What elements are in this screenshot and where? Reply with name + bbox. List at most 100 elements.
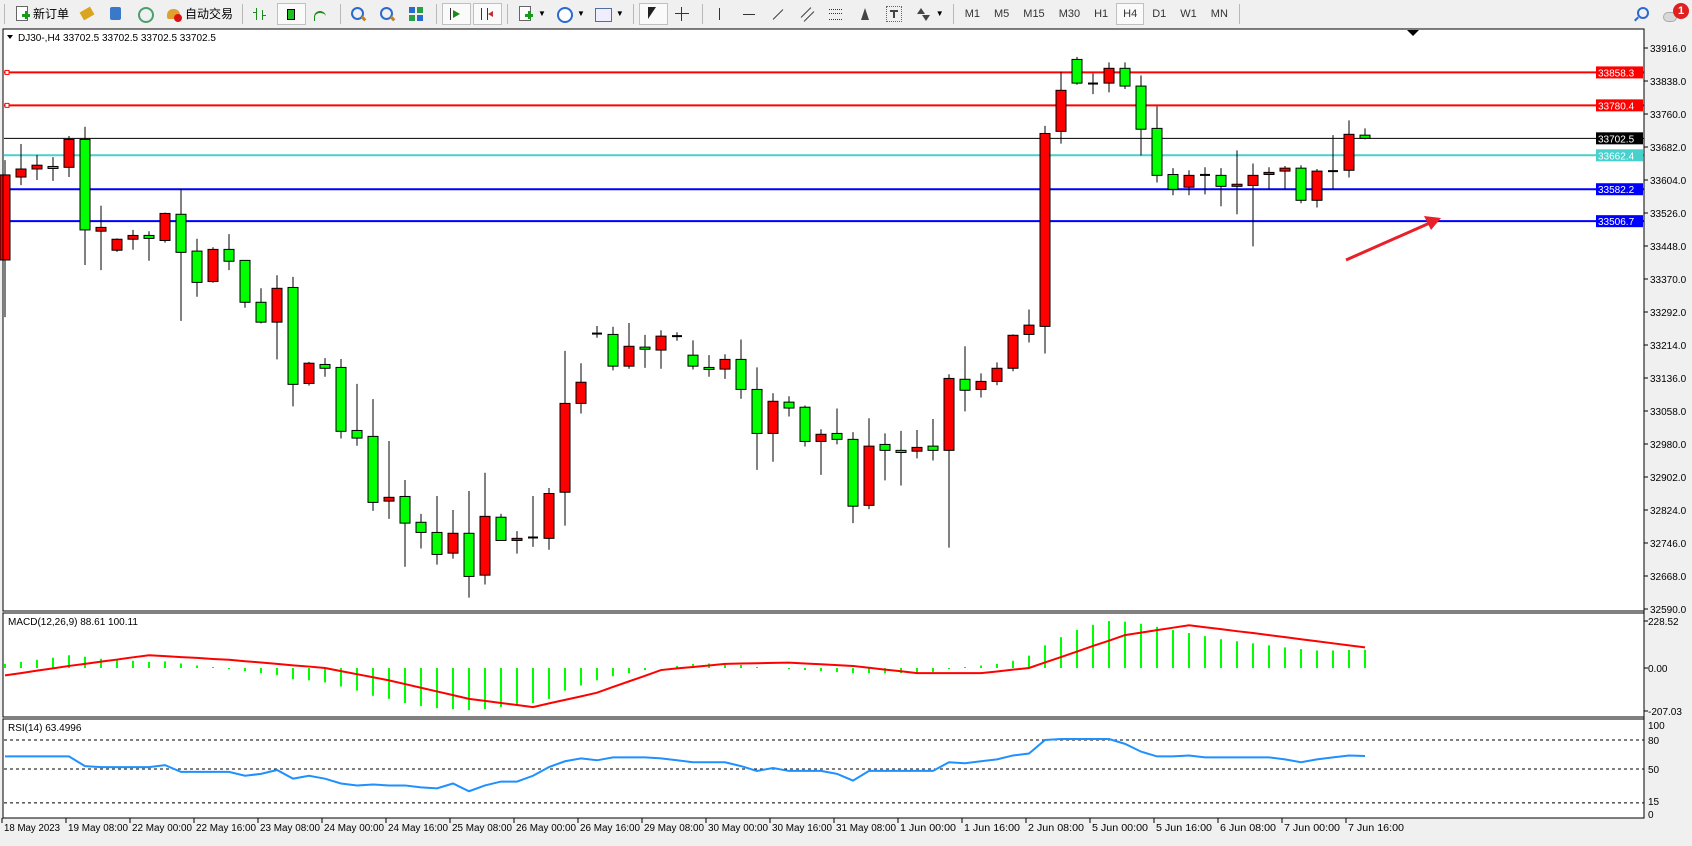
indicators-button[interactable]: ▼ — [591, 3, 628, 25]
time-label: 1 Jun 00:00 — [900, 823, 956, 834]
candle-body — [127, 234, 139, 240]
candle — [607, 326, 619, 371]
search-button[interactable] — [1628, 3, 1655, 25]
candle — [287, 276, 299, 407]
timeframe-h4[interactable]: H4 — [1116, 2, 1145, 25]
candle-body — [207, 248, 219, 283]
dropdown-arrow-icon: ▼ — [538, 9, 546, 18]
timeframe-m30[interactable]: M30 — [1058, 7, 1081, 20]
timeframe-m15[interactable]: M15 — [1023, 7, 1045, 20]
price-tick-label: 33604.0 — [1650, 176, 1687, 187]
new-order-label: 新订单 — [33, 7, 70, 21]
candle-body — [863, 445, 875, 506]
new-chart-button[interactable]: ▼ — [513, 3, 550, 25]
tile-windows-button[interactable] — [404, 3, 431, 25]
market-watch-button[interactable] — [75, 3, 102, 25]
zoom-out-button[interactable] — [375, 3, 402, 25]
candle-body — [511, 537, 523, 541]
equidistant-channel-button[interactable] — [795, 3, 822, 25]
chart-canvas[interactable]: 33916.0 33838.0 33760.0 33682.0 33604.0 33526… — [0, 27, 1692, 841]
candle-body — [159, 212, 171, 242]
navigator-button[interactable] — [104, 3, 131, 25]
price-tick-label: 33058.0 — [1650, 407, 1687, 418]
candle — [399, 479, 411, 567]
chart-menu-triangle-icon[interactable] — [7, 35, 13, 39]
price-tick-label: 32980.0 — [1650, 440, 1687, 451]
horizontal-line-button[interactable] — [737, 3, 764, 25]
timeframe-w1[interactable]: W1 — [1180, 7, 1197, 20]
text-label-button[interactable] — [882, 3, 909, 25]
arrows-button[interactable]: ▼ — [911, 3, 948, 25]
candle-body — [463, 532, 475, 577]
tile-windows-icon — [408, 6, 424, 22]
candle-body — [0, 174, 11, 261]
candle-body — [47, 165, 59, 169]
red-arrow-annotation[interactable] — [1345, 220, 1433, 262]
rsi-tick-label: 100 — [1648, 721, 1665, 732]
arrow-head-icon — [1424, 216, 1441, 230]
price-tag-label: 33702.5 — [1598, 134, 1635, 145]
crosshair-tool-button[interactable] — [670, 3, 697, 25]
trendline-button[interactable] — [766, 3, 793, 25]
timeframe-mn[interactable]: MN — [1210, 7, 1228, 20]
auto-scroll-button[interactable] — [442, 2, 472, 25]
signals-button[interactable] — [133, 3, 160, 25]
candle-body — [79, 138, 91, 231]
cursor-tool-button[interactable] — [638, 2, 668, 25]
candle-body — [1343, 133, 1355, 171]
channel-icon — [799, 6, 815, 22]
candle-body — [575, 381, 587, 404]
line-anchor-handle[interactable] — [4, 102, 10, 108]
candle — [0, 160, 11, 318]
candle — [895, 430, 907, 486]
rsi-label: RSI(14) 63.4996 — [8, 723, 82, 734]
price-tag-label: 33662.4 — [1598, 151, 1635, 162]
candle — [95, 205, 107, 271]
candle — [703, 355, 715, 377]
candle — [431, 496, 443, 565]
candle — [1103, 62, 1115, 93]
toolbar-separator — [340, 3, 342, 24]
candle-body — [495, 516, 507, 541]
periods-button[interactable]: ▼ — [552, 3, 589, 25]
zoom-in-button[interactable] — [346, 3, 373, 25]
candle — [463, 490, 475, 598]
chart-window[interactable]: 33916.0 33838.0 33760.0 33682.0 33604.0 33526… — [0, 27, 1692, 841]
candle — [815, 429, 827, 475]
candle — [47, 157, 59, 181]
line-anchor-handle[interactable] — [4, 69, 10, 75]
time-label: 26 May 16:00 — [580, 823, 640, 834]
vertical-line-button[interactable] — [708, 3, 735, 25]
candle — [415, 513, 427, 549]
autotrading-button[interactable]: 自动交易 — [162, 3, 237, 25]
timeframe-h1[interactable]: H1 — [1094, 7, 1109, 20]
macd-label: MACD(12,26,9) 88.61 100.11 — [8, 617, 138, 628]
candle — [271, 275, 283, 360]
candle — [1359, 128, 1371, 140]
timeframe-d1[interactable]: D1 — [1152, 7, 1167, 20]
candle — [367, 399, 379, 511]
line-chart-button[interactable] — [308, 3, 335, 25]
candle-body — [1311, 170, 1323, 201]
text-tool-button[interactable] — [853, 3, 880, 25]
chart-shift-button[interactable] — [473, 2, 503, 25]
time-label: 22 May 16:00 — [196, 823, 256, 834]
chart-shift-marker-icon[interactable] — [1407, 30, 1419, 36]
fibonacci-button[interactable] — [824, 3, 851, 25]
price-tag — [1596, 66, 1643, 79]
candle-body — [31, 164, 43, 170]
candle-body — [719, 358, 731, 370]
horizontal-line-icon — [741, 6, 757, 22]
candle-body — [191, 250, 203, 283]
dropdown-arrow-icon: ▼ — [576, 9, 585, 18]
timeframe-m5[interactable]: M5 — [994, 7, 1010, 20]
price-tick-label: 33136.0 — [1650, 374, 1687, 385]
candle-body — [975, 380, 987, 390]
new-order-button[interactable]: 新订单 — [10, 3, 73, 25]
notifications-button[interactable]: 1 — [1657, 2, 1691, 25]
candle — [143, 231, 155, 261]
timeframe-m1[interactable]: M1 — [964, 7, 980, 20]
bar-chart-button[interactable] — [248, 3, 275, 25]
search-icon — [1632, 6, 1649, 22]
candlestick-chart-button[interactable] — [277, 2, 307, 25]
